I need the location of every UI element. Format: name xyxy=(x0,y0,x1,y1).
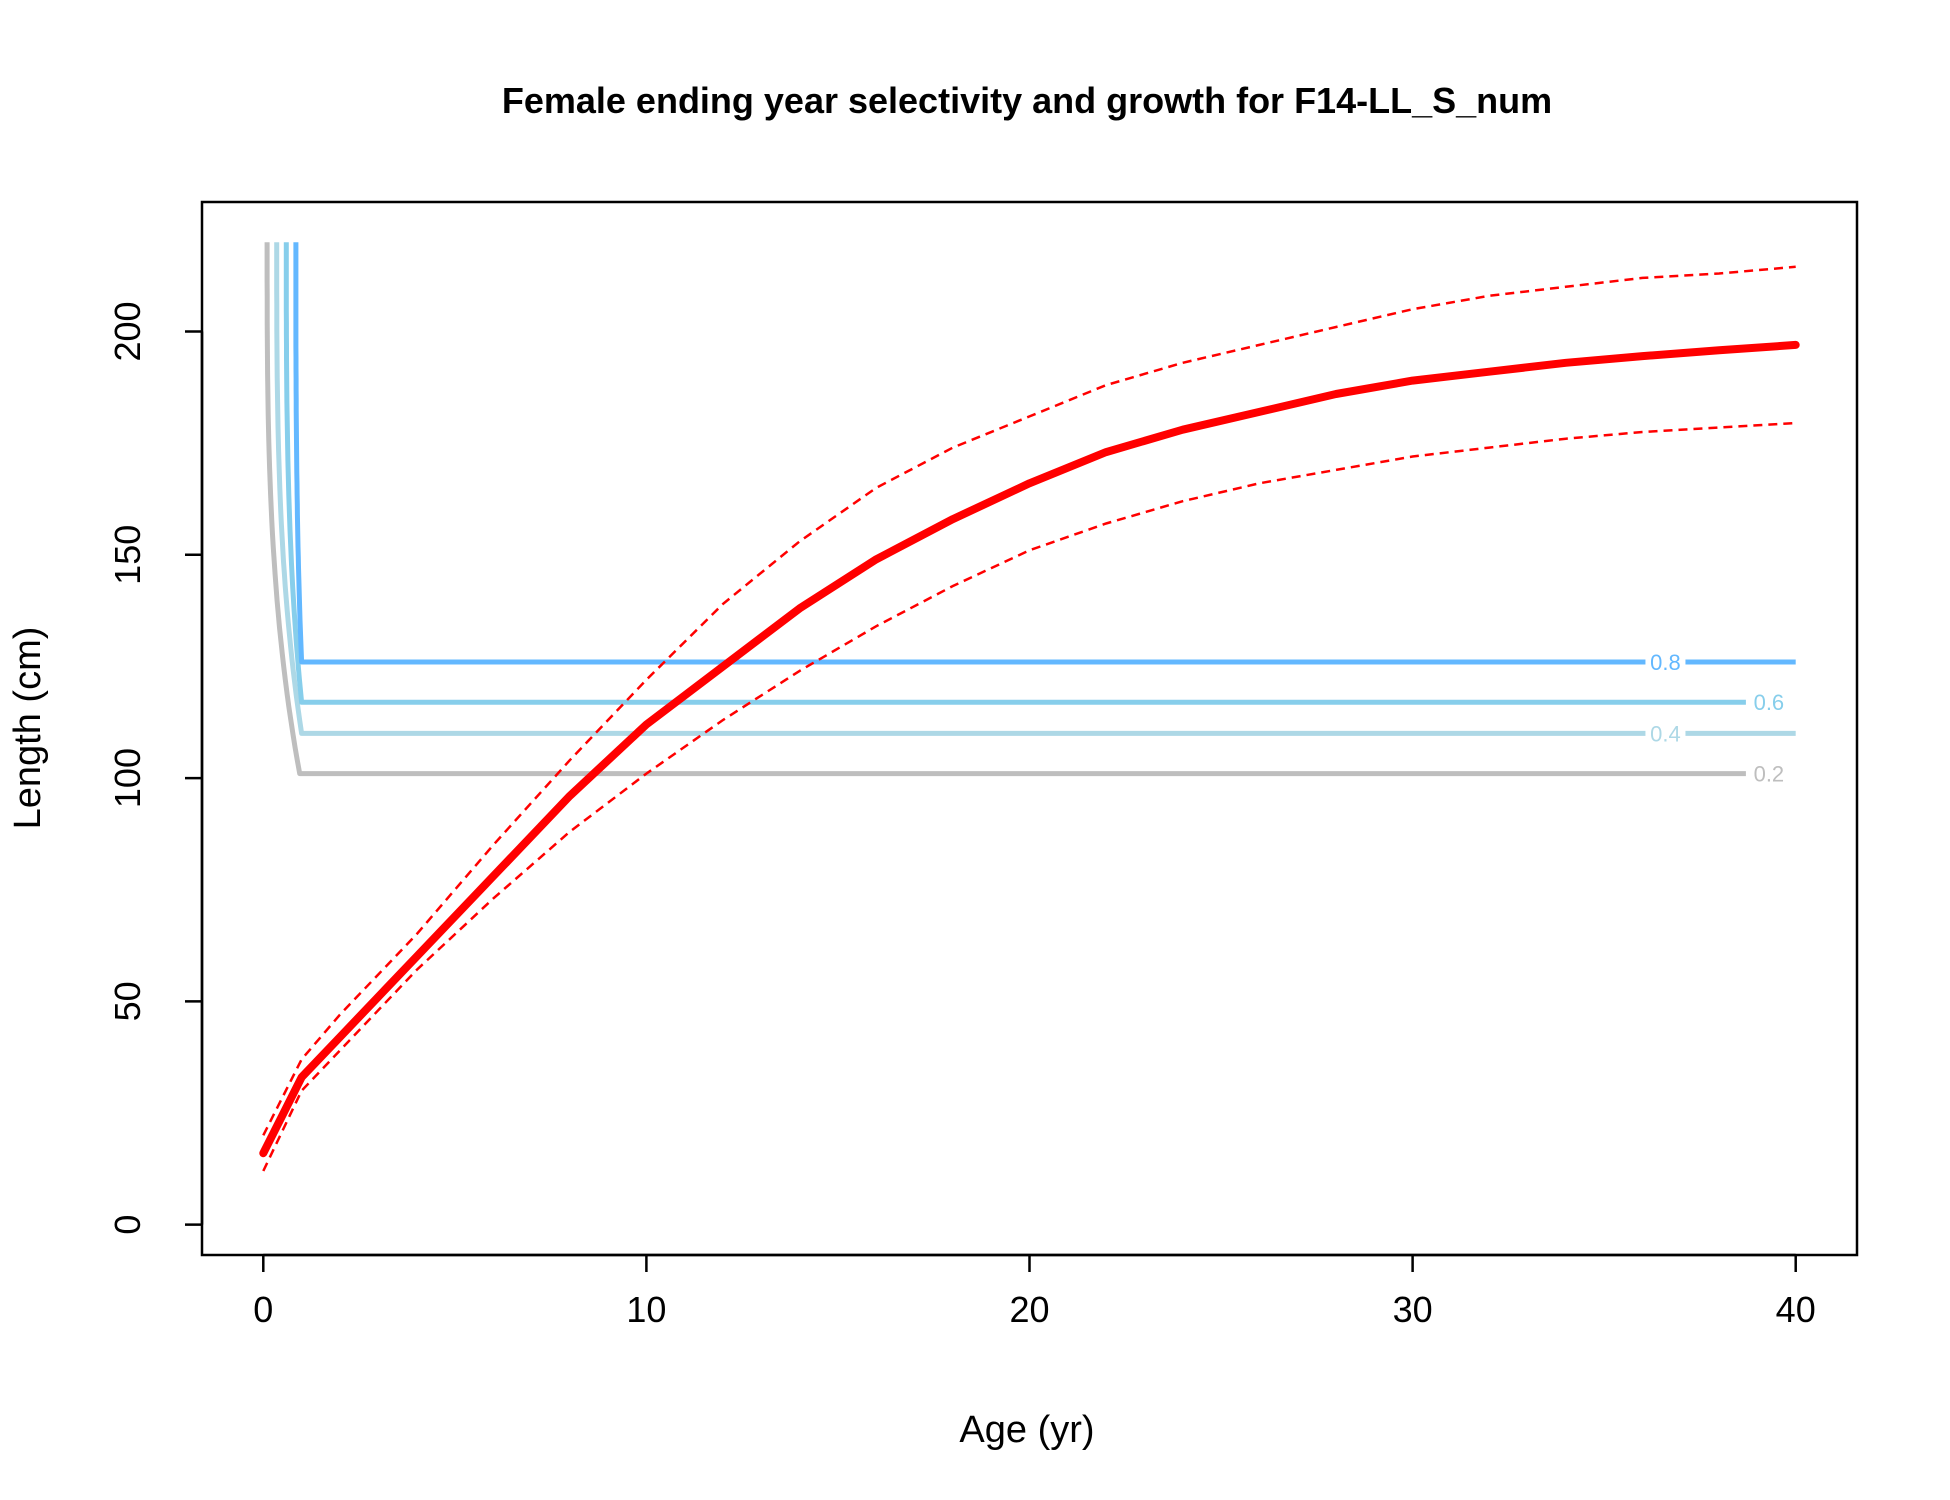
growth-mean-line xyxy=(259,340,1800,1158)
y-tick-label: 100 xyxy=(107,748,148,808)
contour-label-0.4: 0.4 xyxy=(1650,721,1681,746)
y-axis-label: Length (cm) xyxy=(7,627,49,830)
growth-lower-ci xyxy=(262,421,1796,1172)
y-axis: 0 50 100 150 200 xyxy=(107,301,204,1235)
contour-label-0.2: 0.2 xyxy=(1754,762,1785,787)
x-axis: 0 10 20 30 40 xyxy=(253,1253,1816,1330)
selectivity-contour-0.8 xyxy=(293,242,1796,665)
contour-label-bg xyxy=(1645,648,1686,675)
contour-label-bg xyxy=(1748,760,1789,787)
selectivity-contour-0.6 xyxy=(283,242,1746,705)
y-tick-label: 50 xyxy=(107,981,148,1021)
x-tick-label: 40 xyxy=(1776,1289,1816,1330)
x-tick-label: 30 xyxy=(1393,1289,1433,1330)
contour-label-0.6: 0.6 xyxy=(1754,690,1785,715)
growth-upper-ci xyxy=(262,265,1796,1136)
y-tick-label: 0 xyxy=(107,1215,148,1235)
selectivity-contour-0.4 xyxy=(274,242,1796,736)
contour-label-bg xyxy=(1645,720,1686,747)
x-tick-label: 0 xyxy=(253,1289,273,1330)
plot-area: 0.2 0.4 0.6 0.8 xyxy=(259,242,1800,1172)
y-tick-label: 150 xyxy=(107,525,148,585)
contour-label-0.8: 0.8 xyxy=(1650,650,1681,675)
contour-label-bg xyxy=(1748,689,1789,716)
selectivity-contour-0.2 xyxy=(264,242,1746,777)
y-tick-label: 200 xyxy=(107,301,148,361)
x-axis-label: Age (yr) xyxy=(959,1409,1094,1451)
x-tick-label: 20 xyxy=(1009,1289,1049,1330)
chart-title: Female ending year selectivity and growt… xyxy=(502,80,1552,121)
x-tick-label: 10 xyxy=(626,1289,666,1330)
